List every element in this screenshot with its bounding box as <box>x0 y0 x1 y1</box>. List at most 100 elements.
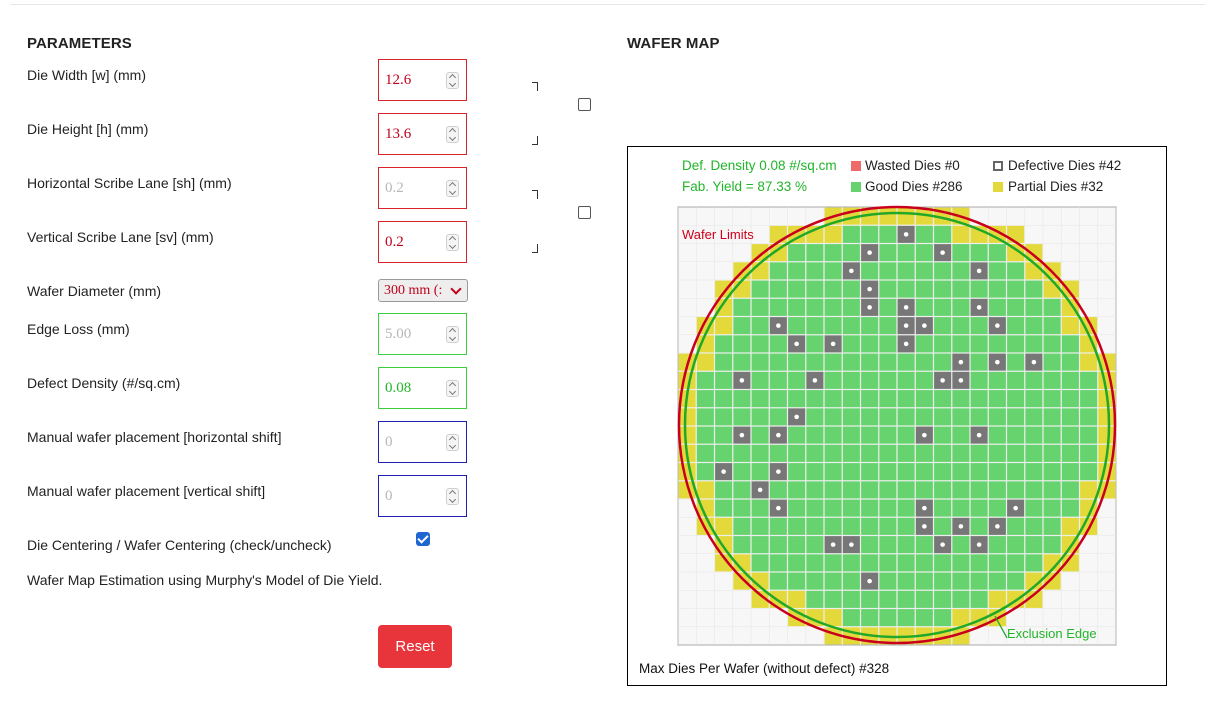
good-die <box>879 554 897 572</box>
horizontal-shift-spinner[interactable] <box>446 434 459 451</box>
good-die <box>915 262 933 280</box>
wafer-map-canvas <box>677 205 1117 646</box>
vertical-scribe-input[interactable]: 0.2 <box>378 221 467 263</box>
die-height-input[interactable]: 13.6 <box>378 113 467 155</box>
good-die <box>879 298 897 316</box>
defect-dot <box>867 305 872 310</box>
defect-density-spinner[interactable] <box>446 380 459 397</box>
good-die <box>806 426 824 444</box>
good-die <box>915 609 933 627</box>
horizontal-shift-value: 0 <box>385 434 393 450</box>
good-die <box>788 481 806 499</box>
partial-die <box>988 590 1006 608</box>
good-die <box>970 371 988 389</box>
good-die <box>915 572 933 590</box>
wafer-map-panel: Def. Density 0.08 #/sq.cm Fab. Yield = 8… <box>627 146 1167 686</box>
good-die <box>1007 536 1025 554</box>
good-die <box>769 444 787 462</box>
defect-dot <box>757 487 763 493</box>
partial-die <box>733 280 751 298</box>
partial-die <box>1061 517 1079 535</box>
partial-die <box>715 317 733 335</box>
die-height-value: 13.6 <box>385 126 412 142</box>
wafer-limits-label: Wafer Limits <box>682 227 754 242</box>
good-die <box>861 463 879 481</box>
edge-loss-spinner[interactable] <box>446 326 459 343</box>
wafer-diameter-select[interactable]: 300 mm (: <box>378 279 468 302</box>
good-die <box>1043 463 1061 481</box>
good-die <box>970 590 988 608</box>
wasted-swatch <box>851 161 861 171</box>
centering-checkbox[interactable] <box>416 532 430 546</box>
partial-die <box>751 572 769 590</box>
die-width-input[interactable]: 12.6 <box>378 59 467 101</box>
good-die <box>952 463 970 481</box>
good-die <box>952 280 970 298</box>
horizontal-shift-input[interactable]: 0 <box>378 421 467 463</box>
good-die <box>1007 335 1025 353</box>
lock-scribe-checkbox[interactable] <box>578 206 591 219</box>
defect-density-input[interactable]: 0.08 <box>378 367 467 409</box>
horizontal-scribe-input[interactable]: 0.2 <box>378 167 467 209</box>
good-die <box>934 463 952 481</box>
defect-dot <box>1013 505 1018 511</box>
good-die <box>715 335 733 353</box>
good-die <box>824 353 842 371</box>
good-die <box>1080 426 1098 444</box>
edge-loss-value: 5.00 <box>385 326 412 342</box>
defect-dot <box>1031 359 1037 365</box>
die-width-spinner[interactable] <box>446 72 459 89</box>
partial-die <box>769 244 787 262</box>
partial-die <box>751 590 769 608</box>
edge-loss-input[interactable]: 5.00 <box>378 313 467 355</box>
good-die <box>824 481 842 499</box>
def-density-readout: Def. Density 0.08 #/sq.cm <box>682 158 837 173</box>
good-die <box>788 244 806 262</box>
partial-die <box>824 225 842 243</box>
good-die <box>696 408 714 426</box>
good-die <box>788 572 806 590</box>
good-die <box>1007 317 1025 335</box>
good-die <box>1080 463 1098 481</box>
partial-die <box>751 244 769 262</box>
good-die <box>696 444 714 462</box>
good-die <box>879 244 897 262</box>
good-die <box>769 298 787 316</box>
good-die <box>952 590 970 608</box>
good-die <box>842 244 860 262</box>
good-die <box>879 517 897 535</box>
good-die <box>715 353 733 371</box>
good-die <box>970 554 988 572</box>
partial-die <box>696 353 714 371</box>
good-die <box>769 353 787 371</box>
partial-die <box>915 207 933 225</box>
defect-dot <box>922 505 927 511</box>
good-die <box>788 499 806 517</box>
good-die <box>1007 280 1025 298</box>
defect-dot <box>958 378 964 383</box>
good-die <box>751 353 769 371</box>
good-die <box>1061 353 1079 371</box>
partial-die <box>1080 353 1098 371</box>
die-height-spinner[interactable] <box>446 126 459 143</box>
partial-die <box>733 572 751 590</box>
good-die <box>788 444 806 462</box>
reset-button[interactable]: Reset <box>378 625 452 668</box>
good-die <box>733 444 751 462</box>
defect-dot <box>903 341 909 347</box>
good-die <box>861 371 879 389</box>
vertical-shift-spinner[interactable] <box>446 488 459 505</box>
partial-die <box>1098 426 1116 444</box>
vertical-shift-input[interactable]: 0 <box>378 475 467 517</box>
good-die <box>824 390 842 408</box>
good-die <box>988 554 1006 572</box>
good-die <box>806 481 824 499</box>
good-die <box>1025 298 1043 316</box>
horizontal-scribe-spinner[interactable] <box>446 180 459 197</box>
vertical-scribe-spinner[interactable] <box>446 234 459 251</box>
link-bracket-bottom-2 <box>532 244 538 253</box>
good-die <box>751 426 769 444</box>
defect-dot <box>995 359 1000 365</box>
good-die <box>952 499 970 517</box>
lock-dimensions-checkbox[interactable] <box>578 98 591 111</box>
